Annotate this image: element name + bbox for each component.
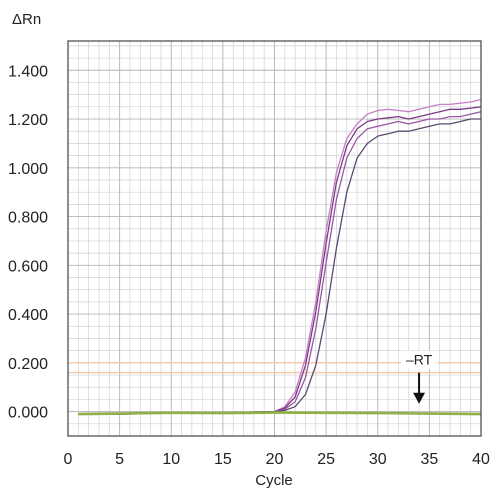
y-tick-label: 0.200 [8,356,48,373]
x-tick-label: 30 [369,451,387,468]
y-tick-label: 1.000 [8,161,48,178]
plot-frame [67,40,482,437]
y-tick-label: 1.400 [8,63,48,80]
minor-grid [68,41,481,437]
annotation-label: –RT [406,352,433,368]
series-line-5 [78,411,482,416]
x-tick-label: 40 [472,451,490,468]
x-tick-label: 25 [317,451,335,468]
minus-rt-annotation: –RT [401,350,438,404]
series-line-4 [78,118,481,415]
y-axis-label: ΔRn [12,11,41,28]
x-tick-label: 5 [115,451,124,468]
y-tick-label: 0.000 [8,405,48,422]
x-tick-label: 20 [266,451,284,468]
y-tick-label: 0.400 [8,307,48,324]
series-lines [78,98,482,416]
x-tick-labels: 0 5 10 15 20 25 30 35 40 [64,451,490,468]
y-tick-label: 0.800 [8,210,48,227]
x-tick-label: 10 [162,451,180,468]
y-tick-label: 0.600 [8,258,48,275]
x-tick-label: 0 [64,451,73,468]
x-tick-label: 15 [214,451,232,468]
y-tick-labels: 0.000 0.200 0.400 0.600 0.800 1.000 1.200 1.400 [8,63,48,421]
x-axis-label: Cycle [255,472,293,489]
arrow-down-icon [413,392,426,404]
annotation-background [401,350,438,369]
x-tick-label: 35 [420,451,438,468]
y-tick-label: 1.200 [8,112,48,129]
